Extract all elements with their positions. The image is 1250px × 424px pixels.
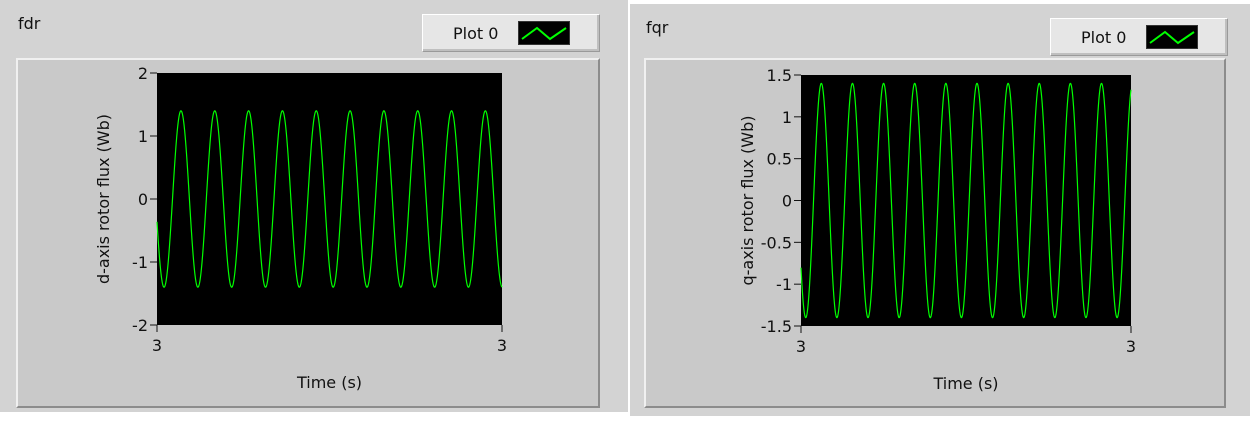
chart-fqr: -1.5 -1 -0.5 0 0.5 1 1.5 3 3 Time (s) q-axis rotor… [738, 66, 1136, 393]
x-axis-title: Time (s) [296, 373, 362, 392]
graph-fdr: fdr Plot 0 -2 -1 0 1 2 3 3 Time (s) d-axis rotor… [0, 0, 628, 412]
plot-area [801, 75, 1131, 326]
graph-fqr: fqr Plot 0 -1.5 -1 -0.5 0 0.5 1 1.5 3 3 Time (s) q… [630, 4, 1250, 416]
x-axis-title: Time (s) [932, 374, 998, 393]
x-tick-label: 3 [497, 336, 507, 355]
y-axis-title: q-axis rotor flux (Wb) [738, 115, 757, 285]
legend-label: Plot 0 [453, 24, 499, 43]
plot-legend[interactable]: Plot 0 [1050, 18, 1228, 56]
y-tick-label: 1.5 [767, 66, 792, 85]
x-tick-label: 3 [152, 336, 162, 355]
plot-legend[interactable]: Plot 0 [422, 14, 600, 52]
y-tick-label: 0 [138, 190, 148, 209]
graph-label: fqr [646, 18, 669, 37]
y-tick-label: 2 [138, 64, 148, 83]
chart-fdr: -2 -1 0 1 2 3 3 Time (s) d-axis rotor flux (Wb) [94, 64, 507, 392]
legend-label: Plot 0 [1081, 28, 1127, 47]
series-line-plot-0 [800, 82, 1132, 319]
plot-area [157, 73, 502, 325]
y-tick-label: -0.5 [761, 233, 792, 252]
y-tick-label: -2 [132, 316, 148, 335]
x-tick-label: 3 [1126, 337, 1136, 356]
y-tick-label: 1 [782, 108, 792, 127]
series-line-plot-0 [156, 110, 503, 288]
graph-label: fdr [18, 14, 41, 33]
y-tick-label: 1 [138, 127, 148, 146]
plot-line-icon[interactable] [1146, 25, 1198, 49]
x-tick-label: 3 [796, 337, 806, 356]
plot-line-icon[interactable] [518, 21, 570, 45]
y-tick-label: -1 [776, 275, 792, 294]
y-tick-label: -1 [132, 253, 148, 272]
y-tick-label: -1.5 [761, 317, 792, 336]
y-tick-label: 0 [782, 192, 792, 211]
y-axis-title: d-axis rotor flux (Wb) [94, 114, 113, 284]
y-tick-label: 0.5 [767, 150, 792, 169]
